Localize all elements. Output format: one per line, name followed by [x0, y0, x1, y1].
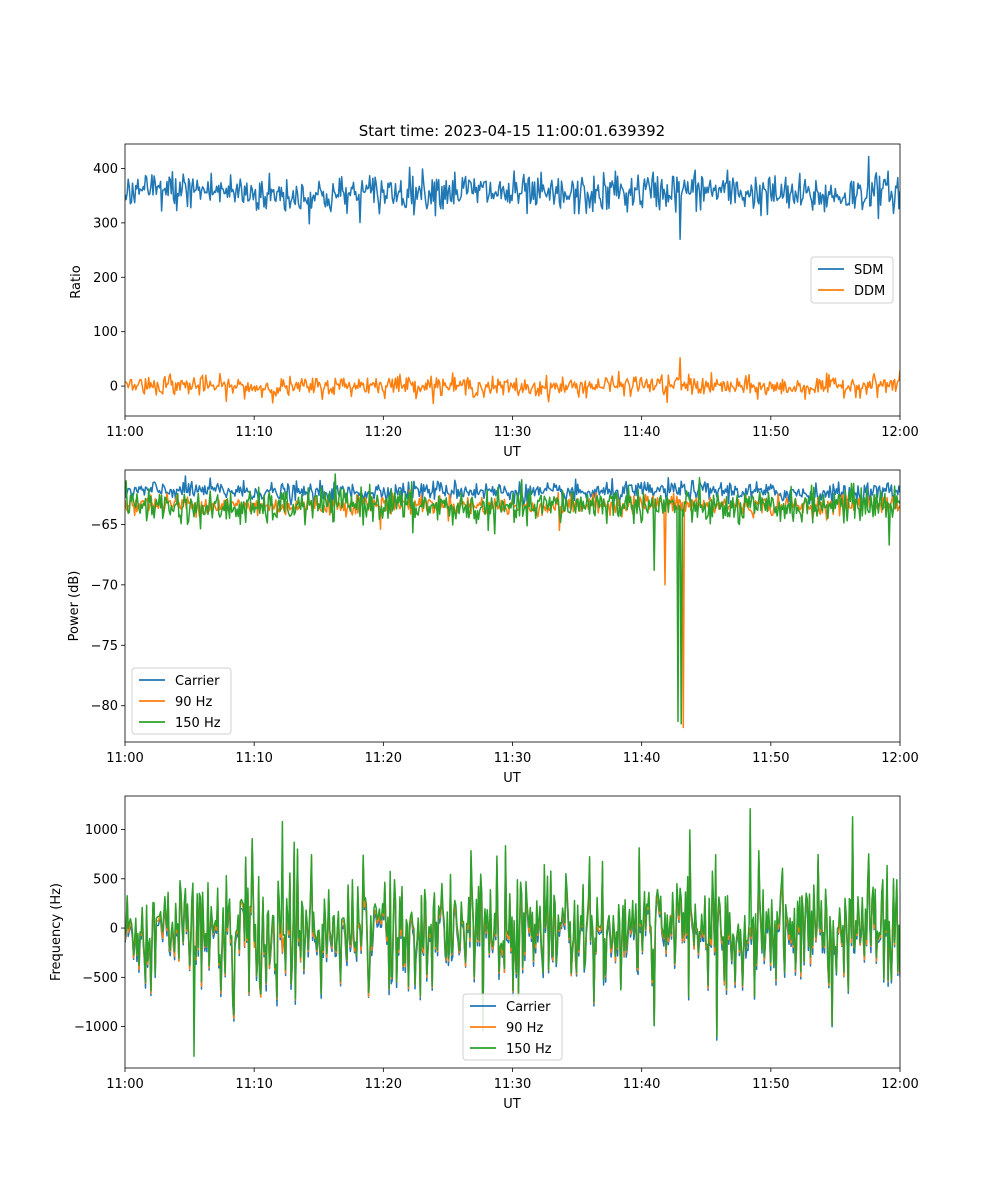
- y-tick-label: 200: [93, 271, 118, 286]
- x-tick-label: 11:50: [752, 425, 789, 440]
- x-axis-label: UT: [503, 771, 521, 786]
- x-tick-label: 11:00: [106, 425, 143, 440]
- legend-frame: [131, 667, 232, 735]
- y-tick-label: −75: [91, 639, 118, 654]
- y-tick-label: −1000: [74, 1020, 118, 1035]
- x-tick-label: 11:00: [106, 751, 143, 766]
- y-tick-label: −70: [91, 578, 118, 593]
- x-tick-label: 11:50: [752, 1077, 789, 1092]
- x-axis-label: UT: [503, 1097, 521, 1112]
- x-tick-label: 11:30: [494, 751, 531, 766]
- x-tick-label: 11:50: [752, 751, 789, 766]
- series-line-150-hz: [125, 808, 900, 1057]
- x-tick-label: 11:40: [623, 751, 660, 766]
- y-tick-label: 100: [93, 325, 118, 340]
- ratio-panel: Start time: 2023-04-15 11:00:01.639392 U…: [69, 122, 919, 460]
- legend: SDM DDM: [810, 256, 894, 304]
- legend-label: 90 Hz: [506, 1021, 543, 1036]
- x-tick-label: 11:40: [623, 425, 660, 440]
- y-tick-label: 400: [93, 162, 118, 177]
- series-line-150-hz: [125, 473, 900, 725]
- y-tick-label: 500: [93, 872, 118, 887]
- chart-title: Start time: 2023-04-15 11:00:01.639392: [359, 122, 665, 140]
- x-tick-label: 12:00: [881, 751, 918, 766]
- y-axis-label: Power (dB): [67, 571, 82, 642]
- x-tick-label: 11:40: [623, 1077, 660, 1092]
- x-tick-label: 11:10: [235, 425, 272, 440]
- x-tick-label: 11:00: [106, 1077, 143, 1092]
- x-tick-label: 12:00: [881, 425, 918, 440]
- y-tick-label: −500: [82, 971, 118, 986]
- x-tick-label: 11:20: [365, 1077, 402, 1092]
- legend-label: DDM: [854, 284, 885, 299]
- y-axis-label: Ratio: [69, 265, 84, 298]
- frequency-panel: UT Frequency (Hz) 11:00 11:10 11:20 11:30 11…: [49, 795, 919, 1112]
- x-tick-label: 11:20: [365, 425, 402, 440]
- x-tick-label: 11:30: [494, 425, 531, 440]
- legend-label: 90 Hz: [175, 695, 212, 710]
- legend-label: 150 Hz: [175, 716, 221, 731]
- series-line-carrier: [125, 475, 900, 510]
- y-tick-label: 1000: [85, 823, 118, 838]
- y-tick-label: 300: [93, 216, 118, 231]
- x-tick-label: 11:30: [494, 1077, 531, 1092]
- legend-frame: [462, 993, 563, 1061]
- legend-label: SDM: [854, 263, 883, 278]
- x-tick-label: 11:20: [365, 751, 402, 766]
- x-tick-label: 11:10: [235, 1077, 272, 1092]
- series-line-90-hz: [125, 489, 900, 729]
- y-tick-label: 0: [110, 922, 118, 937]
- y-tick-label: −80: [91, 699, 118, 714]
- legend: Carrier 90 Hz 150 Hz: [131, 667, 232, 735]
- y-axis-label: Frequency (Hz): [49, 883, 64, 981]
- y-tick-label: −65: [91, 518, 118, 533]
- legend-label: Carrier: [175, 674, 220, 689]
- x-tick-label: 11:10: [235, 751, 272, 766]
- x-tick-label: 12:00: [881, 1077, 918, 1092]
- legend-label: Carrier: [506, 1000, 551, 1015]
- power-panel: UT Power (dB) 11:00 11:10 11:20 11:30 11:40 1…: [67, 469, 919, 786]
- legend: Carrier 90 Hz 150 Hz: [462, 993, 563, 1061]
- legend-label: 150 Hz: [506, 1042, 552, 1057]
- series-line-ddm: [125, 357, 900, 405]
- x-axis-label: UT: [503, 445, 521, 460]
- series-line-sdm: [125, 155, 900, 240]
- y-tick-label: 0: [110, 380, 118, 395]
